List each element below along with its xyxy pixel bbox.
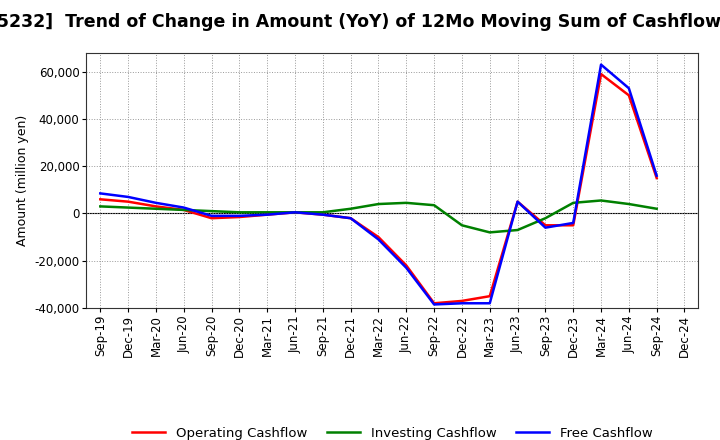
- Y-axis label: Amount (million yen): Amount (million yen): [16, 115, 29, 246]
- Investing Cashflow: [374, 202, 383, 207]
- Line: Free Cashflow: Free Cashflow: [100, 65, 657, 304]
- Free Cashflow: [179, 205, 188, 210]
- Operating Cashflow: [513, 199, 522, 204]
- Investing Cashflow: [318, 210, 327, 215]
- Investing Cashflow: [513, 227, 522, 233]
- Free Cashflow: [152, 200, 161, 205]
- Operating Cashflow: [374, 235, 383, 240]
- Free Cashflow: [318, 212, 327, 217]
- Free Cashflow: [402, 265, 410, 271]
- Investing Cashflow: [346, 206, 355, 211]
- Investing Cashflow: [124, 205, 132, 210]
- Investing Cashflow: [235, 210, 243, 215]
- Free Cashflow: [235, 213, 243, 219]
- Investing Cashflow: [597, 198, 606, 203]
- Free Cashflow: [569, 220, 577, 226]
- Operating Cashflow: [96, 197, 104, 202]
- Free Cashflow: [513, 199, 522, 204]
- Operating Cashflow: [179, 207, 188, 213]
- Free Cashflow: [374, 237, 383, 242]
- Investing Cashflow: [458, 223, 467, 228]
- Free Cashflow: [124, 194, 132, 200]
- Investing Cashflow: [179, 207, 188, 213]
- Free Cashflow: [541, 225, 550, 230]
- Free Cashflow: [485, 301, 494, 306]
- Free Cashflow: [263, 212, 271, 217]
- Operating Cashflow: [624, 93, 633, 98]
- Operating Cashflow: [263, 212, 271, 217]
- Investing Cashflow: [291, 210, 300, 215]
- Investing Cashflow: [152, 206, 161, 211]
- Investing Cashflow: [485, 230, 494, 235]
- Investing Cashflow: [96, 204, 104, 209]
- Free Cashflow: [430, 302, 438, 307]
- Operating Cashflow: [152, 204, 161, 209]
- Operating Cashflow: [346, 216, 355, 221]
- Operating Cashflow: [569, 223, 577, 228]
- Free Cashflow: [458, 301, 467, 306]
- Investing Cashflow: [569, 200, 577, 205]
- Investing Cashflow: [430, 202, 438, 208]
- Free Cashflow: [291, 210, 300, 215]
- Operating Cashflow: [291, 210, 300, 215]
- Free Cashflow: [346, 216, 355, 221]
- Investing Cashflow: [541, 216, 550, 221]
- Free Cashflow: [624, 86, 633, 91]
- Operating Cashflow: [430, 301, 438, 306]
- Operating Cashflow: [124, 199, 132, 204]
- Operating Cashflow: [485, 293, 494, 299]
- Legend: Operating Cashflow, Investing Cashflow, Free Cashflow: Operating Cashflow, Investing Cashflow, …: [127, 422, 657, 440]
- Operating Cashflow: [235, 214, 243, 220]
- Operating Cashflow: [207, 216, 216, 221]
- Text: [5232]  Trend of Change in Amount (YoY) of 12Mo Moving Sum of Cashflows: [5232] Trend of Change in Amount (YoY) o…: [0, 13, 720, 31]
- Investing Cashflow: [402, 200, 410, 205]
- Operating Cashflow: [597, 71, 606, 77]
- Operating Cashflow: [458, 298, 467, 304]
- Investing Cashflow: [624, 202, 633, 207]
- Free Cashflow: [652, 173, 661, 178]
- Free Cashflow: [96, 191, 104, 196]
- Operating Cashflow: [652, 176, 661, 181]
- Investing Cashflow: [207, 209, 216, 214]
- Line: Investing Cashflow: Investing Cashflow: [100, 201, 657, 232]
- Free Cashflow: [207, 213, 216, 219]
- Operating Cashflow: [402, 263, 410, 268]
- Operating Cashflow: [541, 223, 550, 228]
- Investing Cashflow: [263, 210, 271, 215]
- Investing Cashflow: [652, 206, 661, 211]
- Operating Cashflow: [318, 212, 327, 217]
- Free Cashflow: [597, 62, 606, 67]
- Line: Operating Cashflow: Operating Cashflow: [100, 74, 657, 303]
